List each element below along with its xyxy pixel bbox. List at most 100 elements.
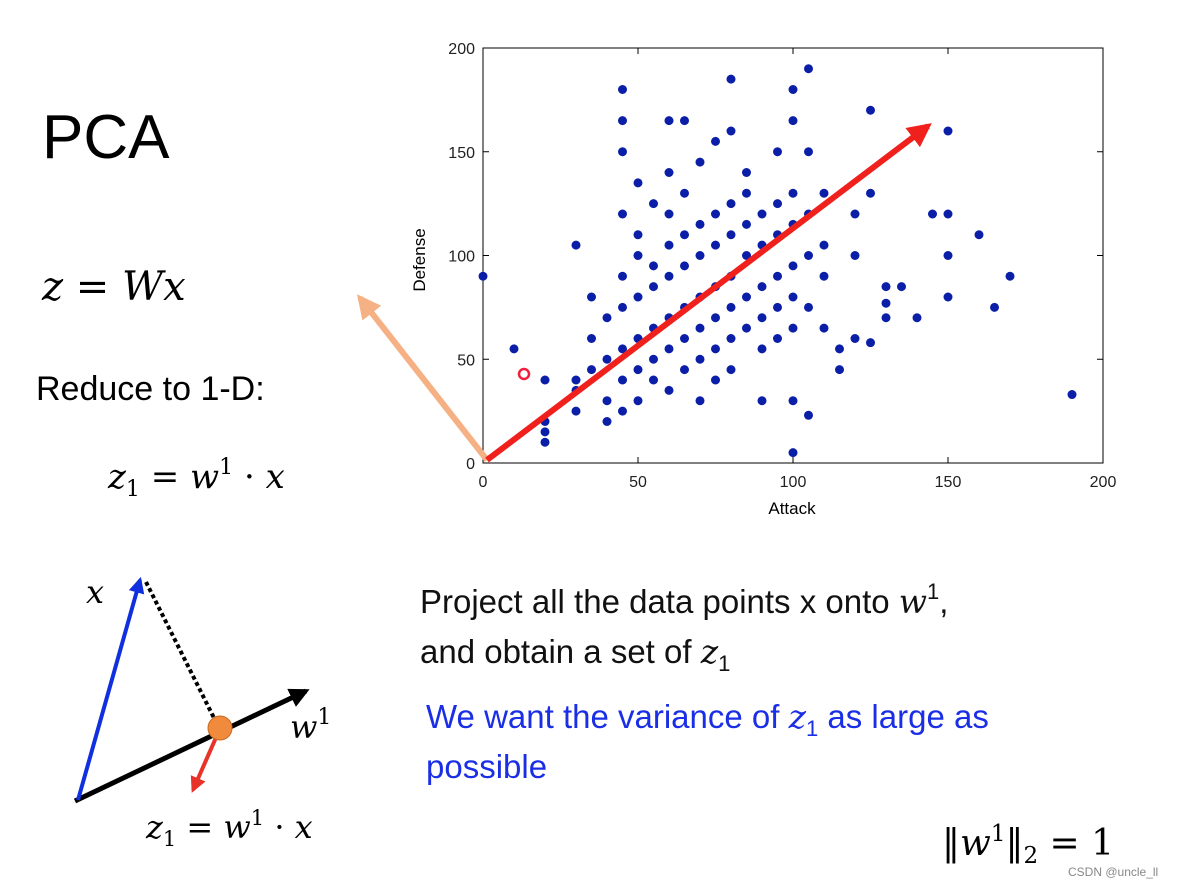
point xyxy=(819,188,829,198)
eq-part: w xyxy=(960,823,991,864)
point xyxy=(649,199,658,209)
x-vector xyxy=(76,576,145,801)
text-sub: 1 xyxy=(806,716,818,741)
point xyxy=(773,302,782,312)
point xyxy=(618,147,627,157)
point xyxy=(478,271,488,281)
point xyxy=(680,334,689,343)
text-part: w xyxy=(899,582,927,621)
point xyxy=(664,344,674,354)
point xyxy=(649,375,658,385)
equation: z = Wx xyxy=(41,264,186,310)
point xyxy=(726,302,736,312)
point xyxy=(695,157,705,167)
x-tick-label: 0 xyxy=(479,474,488,491)
text-part: z xyxy=(788,697,807,736)
y-axis-label: Defense xyxy=(410,228,429,291)
eq-part: ‖ xyxy=(1005,823,1023,864)
point xyxy=(773,199,782,209)
text-part: We want the variance of xyxy=(426,698,789,735)
x-axis-label: Attack xyxy=(768,499,816,518)
text: possible xyxy=(426,748,547,785)
text-part: , xyxy=(939,583,948,620)
point xyxy=(618,271,627,281)
point xyxy=(835,365,844,375)
watermark: CSDN @uncle_ll xyxy=(1068,865,1158,879)
point xyxy=(695,251,705,260)
point xyxy=(587,292,596,302)
point xyxy=(571,406,581,416)
point xyxy=(649,261,658,271)
point xyxy=(711,240,720,250)
pc2-arrow xyxy=(357,294,490,462)
point xyxy=(773,147,782,157)
label-part: w xyxy=(290,708,317,746)
point xyxy=(680,365,689,375)
point xyxy=(943,209,953,219)
equation: ‖w1‖2 = 1 xyxy=(942,821,1114,869)
point xyxy=(602,313,612,323)
point xyxy=(788,292,798,302)
x-tick-label: 50 xyxy=(629,474,647,491)
text: and obtain a set of z1 xyxy=(420,632,730,676)
point xyxy=(773,271,782,281)
w-axis xyxy=(73,688,310,804)
point xyxy=(680,261,689,271)
point xyxy=(664,271,674,281)
point xyxy=(618,344,627,354)
point xyxy=(711,209,720,219)
eq-part: = xyxy=(176,808,223,846)
text-sub: 1 xyxy=(718,651,730,676)
point xyxy=(633,365,643,375)
point xyxy=(912,313,922,323)
text-sup: 1 xyxy=(927,579,939,604)
point xyxy=(726,199,736,209)
y-tick-label: 200 xyxy=(448,41,475,58)
point xyxy=(602,417,612,426)
point xyxy=(633,178,643,188)
point xyxy=(711,136,720,146)
point xyxy=(602,354,612,364)
x-tick-label: 150 xyxy=(935,474,962,491)
y-tick-label: 150 xyxy=(448,145,475,162)
eq-part: · xyxy=(233,457,265,497)
point xyxy=(618,116,627,126)
point xyxy=(664,168,674,177)
point xyxy=(788,85,798,94)
slide-title: PCA xyxy=(42,103,170,172)
point xyxy=(804,410,813,420)
point xyxy=(835,344,844,354)
point xyxy=(943,251,953,260)
point xyxy=(711,313,720,323)
point xyxy=(928,209,937,219)
point xyxy=(757,282,767,292)
point xyxy=(850,334,860,343)
point xyxy=(633,396,643,406)
point xyxy=(680,188,689,198)
point xyxy=(726,365,736,375)
y-tick-label: 100 xyxy=(448,249,475,266)
point xyxy=(1067,390,1077,400)
highlight xyxy=(517,367,531,381)
point xyxy=(633,292,643,302)
label-sup: 1 xyxy=(317,705,331,730)
text: Reduce to 1-D: xyxy=(36,370,265,408)
point xyxy=(540,375,550,385)
point xyxy=(664,209,674,219)
vector-label: w1 xyxy=(290,705,331,746)
point xyxy=(974,230,984,240)
point xyxy=(695,219,705,229)
eq-part: = 1 xyxy=(1038,823,1114,864)
point xyxy=(804,251,813,260)
point xyxy=(757,344,767,354)
eq-sub: 1 xyxy=(126,477,140,502)
projected-point xyxy=(207,715,233,741)
point xyxy=(757,209,767,219)
point xyxy=(788,396,798,406)
point xyxy=(726,334,736,343)
eq-part: ‖ xyxy=(942,823,960,864)
eq-part: z xyxy=(107,457,127,497)
text: Project all the data points x onto w1, xyxy=(420,579,948,621)
point xyxy=(850,251,860,260)
